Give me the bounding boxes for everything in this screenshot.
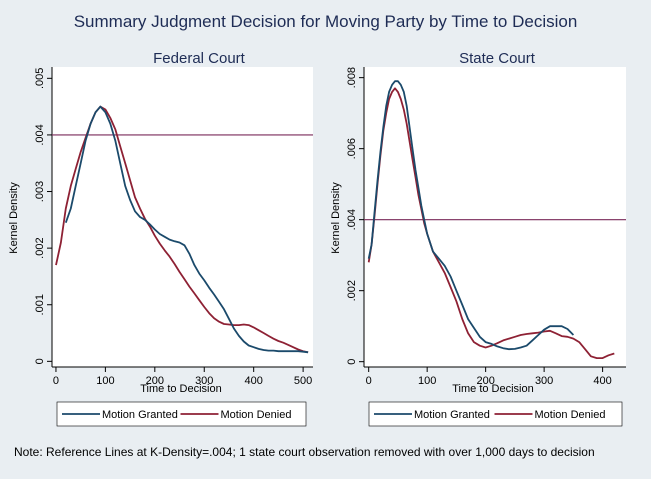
state-x-tick-label: 100 (418, 375, 436, 387)
state-legend: Motion Granted Motion Denied (374, 409, 605, 421)
state-panel-title: State Court (459, 50, 536, 67)
federal-x-tick-label: 200 (146, 375, 164, 387)
federal-x-tick-label: 400 (245, 375, 263, 387)
federal-legend-motion-denied-label: Motion Denied (221, 409, 292, 421)
footnote: Note: Reference Lines at K-Density=.004;… (14, 445, 595, 459)
federal-plot-area (52, 67, 313, 367)
federal-y-axis-title: Kernel Density (8, 182, 20, 254)
main-title: Summary Judgment Decision for Moving Par… (74, 12, 578, 31)
federal-legend-motion-granted-label: Motion Granted (102, 409, 178, 421)
federal-series-motion-granted-line (64, 105, 309, 354)
state-y-tick-label: .004 (346, 209, 358, 230)
state-plot-area (364, 67, 626, 367)
state-x-tick-label: 300 (535, 375, 553, 387)
state-legend-motion-denied-label: Motion Denied (535, 409, 606, 421)
state-y-tick-label: 0 (346, 359, 358, 365)
federal-y-tick-label: 0 (34, 358, 46, 364)
federal-x-tick-label: 100 (96, 375, 114, 387)
state-chart-marks: 0 .002 .004 .006 .008 0 100 200 300 400 (346, 67, 626, 387)
state-x-tick-label: 400 (593, 375, 611, 387)
state-x-tick-label: 0 (366, 375, 372, 387)
state-y-tick-label: .008 (346, 67, 358, 88)
federal-x-tick-label: 500 (294, 375, 312, 387)
state-legend-motion-granted-label: Motion Granted (414, 409, 490, 421)
federal-court-panel: Federal Court 0 .001 .002 .003 .004 .005 0 100 2… (8, 50, 313, 427)
state-series-motion-denied-line (367, 87, 615, 359)
federal-x-tick-label: 300 (195, 375, 213, 387)
state-y-tick-label: .006 (346, 138, 358, 159)
state-x-axis-title: Time to Decision (452, 383, 534, 395)
federal-chart-marks: 0 .001 .002 .003 .004 .005 0 100 200 300 400 500 (34, 67, 313, 387)
federal-x-tick-label: 0 (53, 375, 59, 387)
state-court-panel: State Court 0 .002 .004 .006 .008 0 100 200 300 4… (330, 50, 626, 427)
federal-legend: Motion Granted Motion Denied (62, 409, 291, 421)
state-series-motion-granted-line (367, 80, 575, 351)
state-y-axis-title: Kernel Density (330, 182, 342, 254)
federal-y-tick-label: .001 (34, 294, 46, 315)
federal-panel-title: Federal Court (153, 50, 246, 67)
federal-y-tick-label: .003 (34, 181, 46, 202)
federal-y-tick-label: .002 (34, 237, 46, 258)
federal-y-tick-label: .004 (34, 124, 46, 145)
federal-y-tick-label: .005 (34, 68, 46, 89)
state-y-tick-label: .002 (346, 280, 358, 301)
federal-x-axis-title: Time to Decision (140, 383, 222, 395)
state-x-tick-label: 200 (476, 375, 494, 387)
